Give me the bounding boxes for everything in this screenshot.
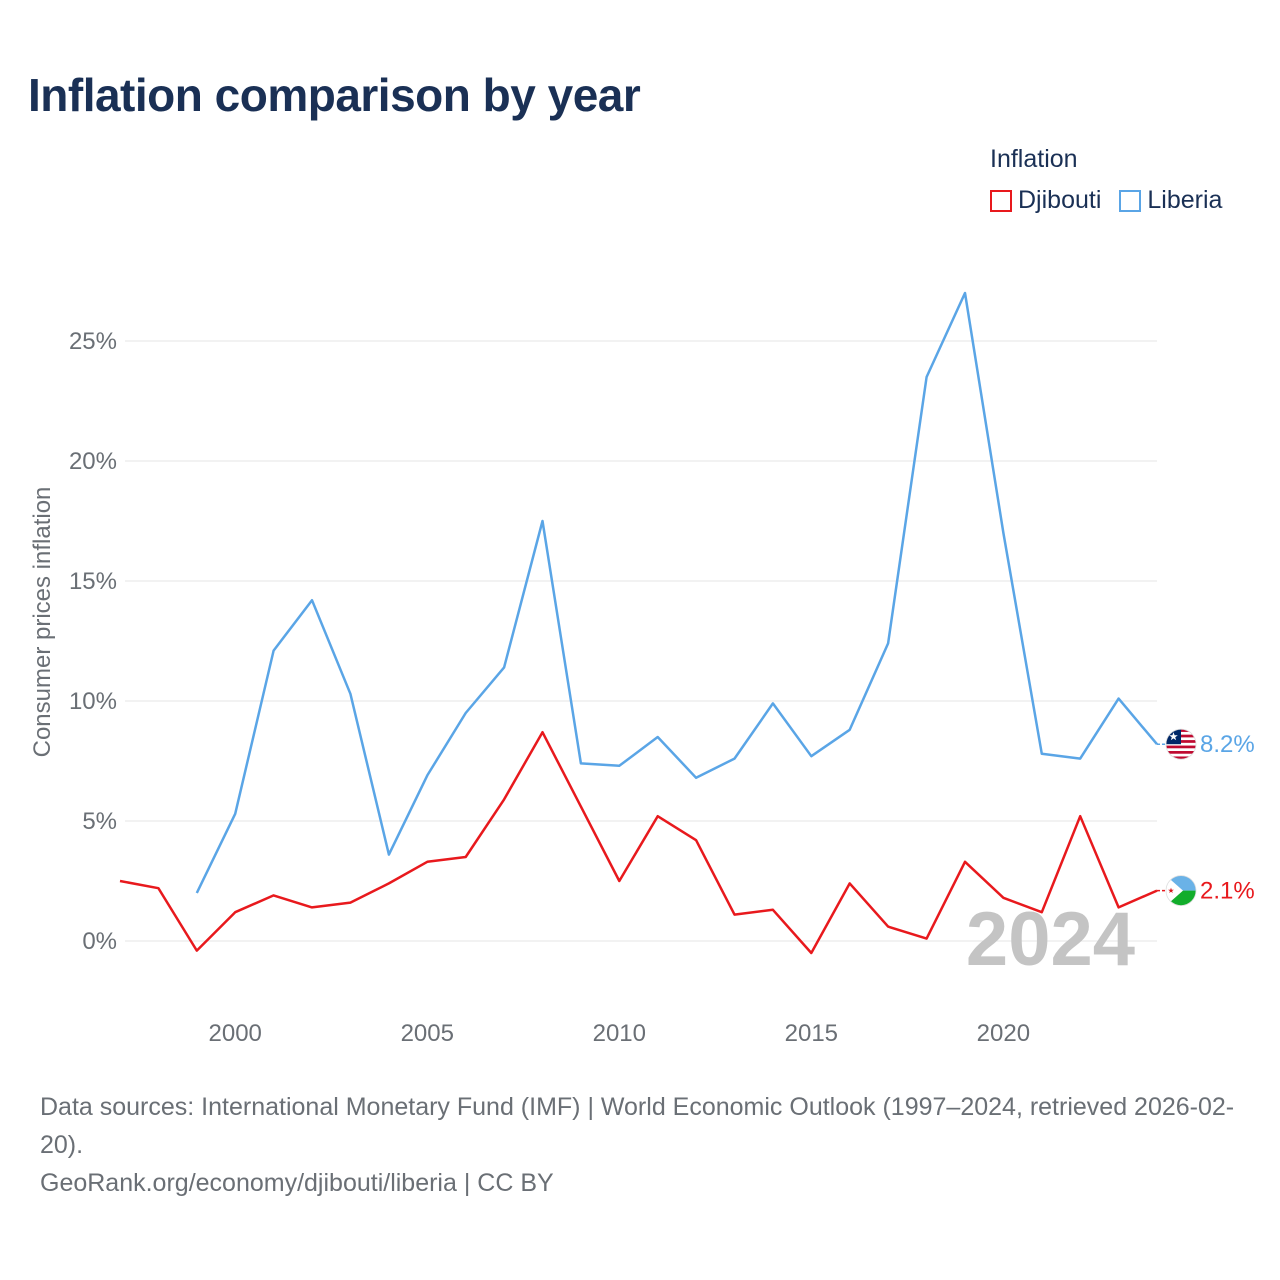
line-chart: 0% 5% 10% 15% 20% 25% 2000 2005 2010 2015 2020 Co… (29, 291, 1255, 1047)
end-value-label-liberia: 8.2% (1200, 731, 1255, 758)
y-tick-label: 15% (69, 568, 117, 595)
x-tick-label: 2000 (209, 1020, 262, 1047)
x-tick-label: 2015 (785, 1020, 838, 1047)
legend-title: Inflation (990, 145, 1078, 173)
y-tick-label: 10% (69, 688, 117, 715)
series-lines (119, 291, 1158, 955)
series-line-liberia[interactable] (195, 291, 1158, 894)
data-source-note: Data sources: International Monetary Fun… (40, 1093, 1235, 1159)
x-axis-ticks: 2000 2005 2010 2015 2020 (209, 1020, 1031, 1047)
legend-swatch-liberia (1119, 189, 1142, 212)
y-axis-label: Consumer prices inflation (29, 487, 56, 758)
end-markers: 2.1% 8.2% (1157, 728, 1255, 906)
gridlines (125, 340, 1157, 942)
y-axis-ticks: 0% 5% 10% 15% 20% 25% (69, 328, 117, 955)
footer: Data sources: International Monetary Fun… (40, 1088, 1250, 1202)
legend-item-djibouti[interactable]: Djibouti (990, 186, 1101, 215)
legend-label-djibouti: Djibouti (1018, 186, 1102, 214)
chart-title: Inflation comparison by year (28, 69, 641, 121)
legend-label-liberia: Liberia (1147, 186, 1223, 214)
series-line-djibouti[interactable] (119, 730, 1158, 955)
legend-swatch-djibouti (990, 189, 1012, 212)
y-tick-label: 25% (69, 328, 117, 355)
legend: Djibouti Liberia (990, 186, 1222, 215)
x-tick-label: 2005 (401, 1020, 454, 1047)
x-tick-label: 2020 (977, 1020, 1030, 1047)
y-tick-label: 0% (82, 928, 117, 955)
year-watermark: 2024 (966, 897, 1135, 982)
y-tick-label: 20% (69, 448, 117, 475)
liberia-flag-icon (1165, 728, 1197, 760)
credit-link[interactable]: GeoRank.org/economy/djibouti/liberia | C… (40, 1169, 554, 1197)
djibouti-flag-icon (1165, 875, 1197, 906)
y-tick-label: 5% (82, 808, 117, 835)
end-value-label-djibouti: 2.1% (1200, 878, 1255, 905)
legend-item-liberia[interactable]: Liberia (1119, 186, 1222, 215)
x-tick-label: 2010 (593, 1020, 646, 1047)
